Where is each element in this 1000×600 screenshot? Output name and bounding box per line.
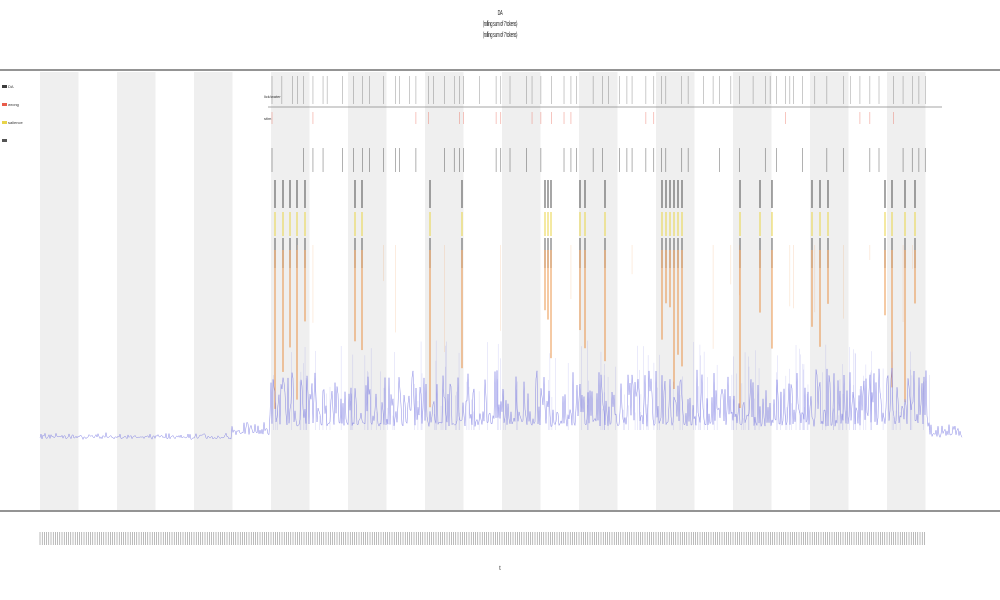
trial-block	[810, 72, 849, 510]
axes	[0, 69, 1000, 512]
chart-title: DA (rolling sum of 7 tokens) (rolling su…	[225, 8, 775, 41]
trial-block	[194, 72, 233, 510]
legend-label: salience	[8, 120, 23, 125]
trial-block	[40, 72, 79, 510]
legend-label: DA	[8, 84, 14, 89]
trial-block-shading	[40, 72, 926, 510]
event-bands	[268, 76, 942, 172]
trial-block	[887, 72, 926, 510]
band-row-label: lick/water	[264, 94, 281, 99]
band-row-label: stim	[264, 116, 272, 121]
legend-label: wrong	[8, 102, 19, 107]
trial-block	[502, 72, 541, 510]
legend-swatch	[2, 103, 7, 106]
legend-swatch	[2, 121, 7, 124]
title-line-2: (rolling sum of 7 tokens)	[482, 21, 518, 28]
title-line-1: DA	[497, 10, 503, 17]
legend-swatch	[2, 139, 7, 142]
da-trace	[39, 340, 963, 441]
trial-block	[733, 72, 772, 510]
da-line	[39, 367, 963, 441]
trial-block	[348, 72, 387, 510]
salience-spikes	[274, 180, 916, 409]
x-axis-label: t	[499, 566, 501, 572]
trial-block	[117, 72, 156, 510]
title-line-3: (rolling sum of 7 tokens)	[482, 32, 518, 39]
legend: DA wrong salience lick/water stim	[2, 84, 281, 142]
legend-swatch	[2, 85, 7, 88]
x-tick-labels	[39, 532, 925, 545]
